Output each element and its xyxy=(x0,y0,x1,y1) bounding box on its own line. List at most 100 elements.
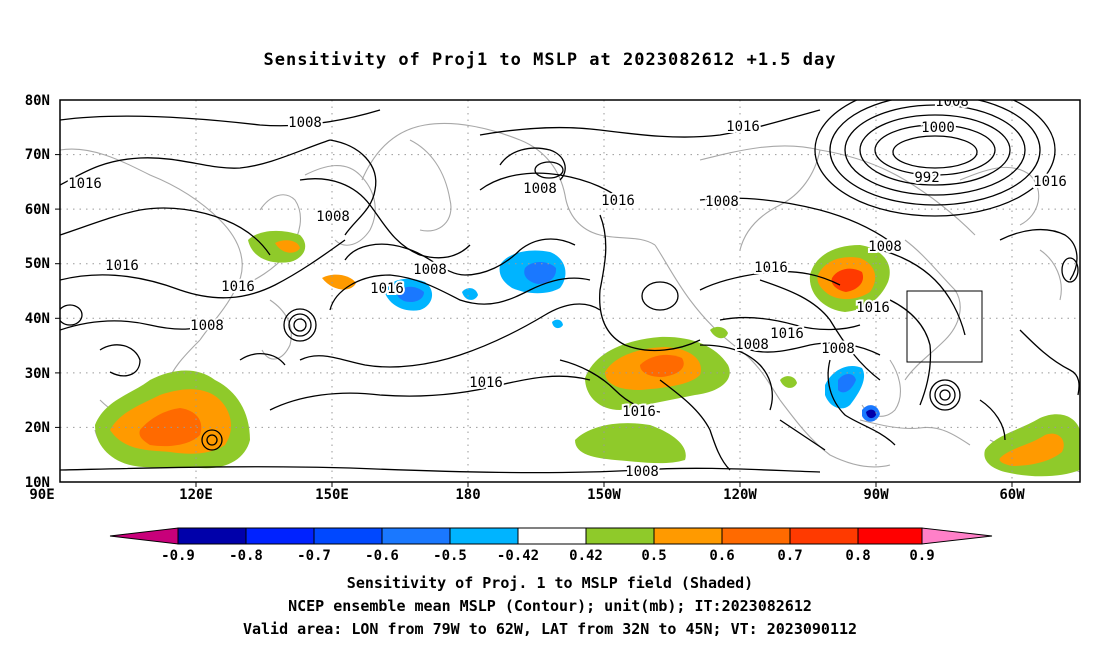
shade-region xyxy=(248,230,306,263)
shade-region xyxy=(640,354,684,377)
colorbar-label: -0.7 xyxy=(297,548,331,564)
footer-line-valid-area: Valid area: LON from 79W to 62W, LAT fro… xyxy=(242,620,858,638)
colorbar-swatch xyxy=(789,527,859,545)
contour-label: 1008 xyxy=(821,341,855,357)
coastlines xyxy=(60,122,1080,473)
colorbar-swatch xyxy=(585,527,655,545)
shade-region xyxy=(552,319,563,329)
contour-label: 1008 xyxy=(625,464,659,480)
colorbar-swatch xyxy=(721,527,791,545)
colorbar-swatch xyxy=(245,527,315,545)
contour-label: 1000 xyxy=(921,120,955,136)
lat-label: 20N xyxy=(25,420,50,436)
contour-label: 1016 xyxy=(221,279,255,295)
colorbar-labels: -0.9 -0.8 -0.7 -0.6 -0.5 -0.42 0.42 0.5 … xyxy=(161,548,935,564)
mslp-contours xyxy=(60,100,1080,474)
contour-label: 1016 xyxy=(622,404,656,420)
colorbar-label: 0.8 xyxy=(845,548,870,564)
colorbar-swatch xyxy=(653,527,723,545)
grid-lines xyxy=(60,100,1080,482)
colorbar-extend-high xyxy=(921,527,993,545)
contour-label: 1008 xyxy=(935,94,969,110)
colorbar-label: -0.5 xyxy=(433,548,467,564)
shade-region xyxy=(780,376,797,388)
shade-region xyxy=(575,423,686,464)
colorbar-label: 0.5 xyxy=(641,548,666,564)
shade-region xyxy=(524,262,557,284)
colorbar-swatch xyxy=(857,527,923,545)
shade-region xyxy=(462,288,478,300)
lon-label: 90E xyxy=(29,487,54,503)
lat-label: 60N xyxy=(25,202,50,218)
shade-region xyxy=(838,374,856,393)
colorbar-label: 0.42 xyxy=(569,548,603,564)
footer-line-contour: NCEP ensemble mean MSLP (Contour); unit(… xyxy=(288,597,812,615)
shade-region xyxy=(831,268,864,292)
contour-label: 1016 xyxy=(601,193,635,209)
colorbar-label: 0.6 xyxy=(709,548,734,564)
colorbar-label: 0.7 xyxy=(777,548,802,564)
contour-label: 1008 xyxy=(523,181,557,197)
lon-label: 180 xyxy=(455,487,480,503)
contour-label: 1016 xyxy=(105,258,139,274)
lat-label: 40N xyxy=(25,311,50,327)
lat-label: 80N xyxy=(25,93,50,109)
colorbar-label: -0.6 xyxy=(365,548,399,564)
shading-positive xyxy=(95,230,1080,477)
shade-region xyxy=(397,286,424,302)
lat-label: 10N xyxy=(25,475,50,491)
colorbar-label: -0.9 xyxy=(161,548,195,564)
contour-label: 1008 xyxy=(705,194,739,210)
contour-labels: 1008 1008 1016 1016 1008 1016 1008 1008 … xyxy=(66,94,1069,482)
lat-label: 30N xyxy=(25,366,50,382)
colorbar-swatch xyxy=(177,527,247,545)
shade-region xyxy=(866,409,876,419)
lon-label: 120W xyxy=(723,487,757,503)
contour-label: 1016 xyxy=(856,300,890,316)
contour-label: 1008 xyxy=(868,239,902,255)
shade-region xyxy=(999,433,1064,466)
colorbar-swatch xyxy=(449,527,519,545)
lon-label: 60W xyxy=(999,487,1025,503)
shade-region xyxy=(139,408,202,447)
contour-label: 1016 xyxy=(770,326,804,342)
lon-label: 90W xyxy=(863,487,889,503)
valid-area-box xyxy=(906,290,983,363)
colorbar-swatch xyxy=(381,527,451,545)
colorbar-swatch xyxy=(517,527,587,545)
lat-label: 50N xyxy=(25,256,50,272)
lat-label: 70N xyxy=(25,147,50,163)
longitude-labels: 90E 120E 150E 180 150W 120W 90W 60W xyxy=(29,487,1025,503)
axis-ticks xyxy=(55,154,1013,487)
contour-label: 1016 xyxy=(68,176,102,192)
latitude-labels: 80N 70N 60N 50N 40N 30N 20N 10N xyxy=(25,93,50,491)
contour-label: 1016 xyxy=(726,119,760,135)
contour-label: 1008 xyxy=(735,337,769,353)
footer-line-shading: Sensitivity of Proj. 1 to MSLP field (Sh… xyxy=(346,574,754,592)
contour-label: 1016 xyxy=(370,281,404,297)
plot-area: 1008 1008 1016 1016 1008 1016 1008 1008 … xyxy=(60,94,1080,482)
lon-label: 150W xyxy=(587,487,621,503)
contour-label: 1008 xyxy=(190,318,224,334)
colorbar-label: -0.42 xyxy=(497,548,539,564)
shade-region xyxy=(710,326,728,339)
contour-label: 1016 xyxy=(469,375,503,391)
contour-label: 1008 xyxy=(316,209,350,225)
lon-label: 120E xyxy=(179,487,213,503)
colorbar xyxy=(109,527,993,545)
colorbar-extend-low xyxy=(109,527,179,545)
contour-label: 992 xyxy=(914,170,939,186)
lon-label: 150E xyxy=(315,487,349,503)
colorbar-swatch xyxy=(313,527,383,545)
shade-region xyxy=(322,274,356,290)
contour-label: 1016 xyxy=(1033,174,1067,190)
contour-label: 1008 xyxy=(288,115,322,131)
contour-label: 1016 xyxy=(754,260,788,276)
shade-region xyxy=(275,240,300,253)
map-frame xyxy=(59,99,1081,483)
chart-title: Sensitivity of Proj1 to MSLP at 20230826… xyxy=(263,50,837,70)
colorbar-label: -0.8 xyxy=(229,548,263,564)
colorbar-label: 0.9 xyxy=(909,548,934,564)
contour-label: 1008 xyxy=(413,262,447,278)
